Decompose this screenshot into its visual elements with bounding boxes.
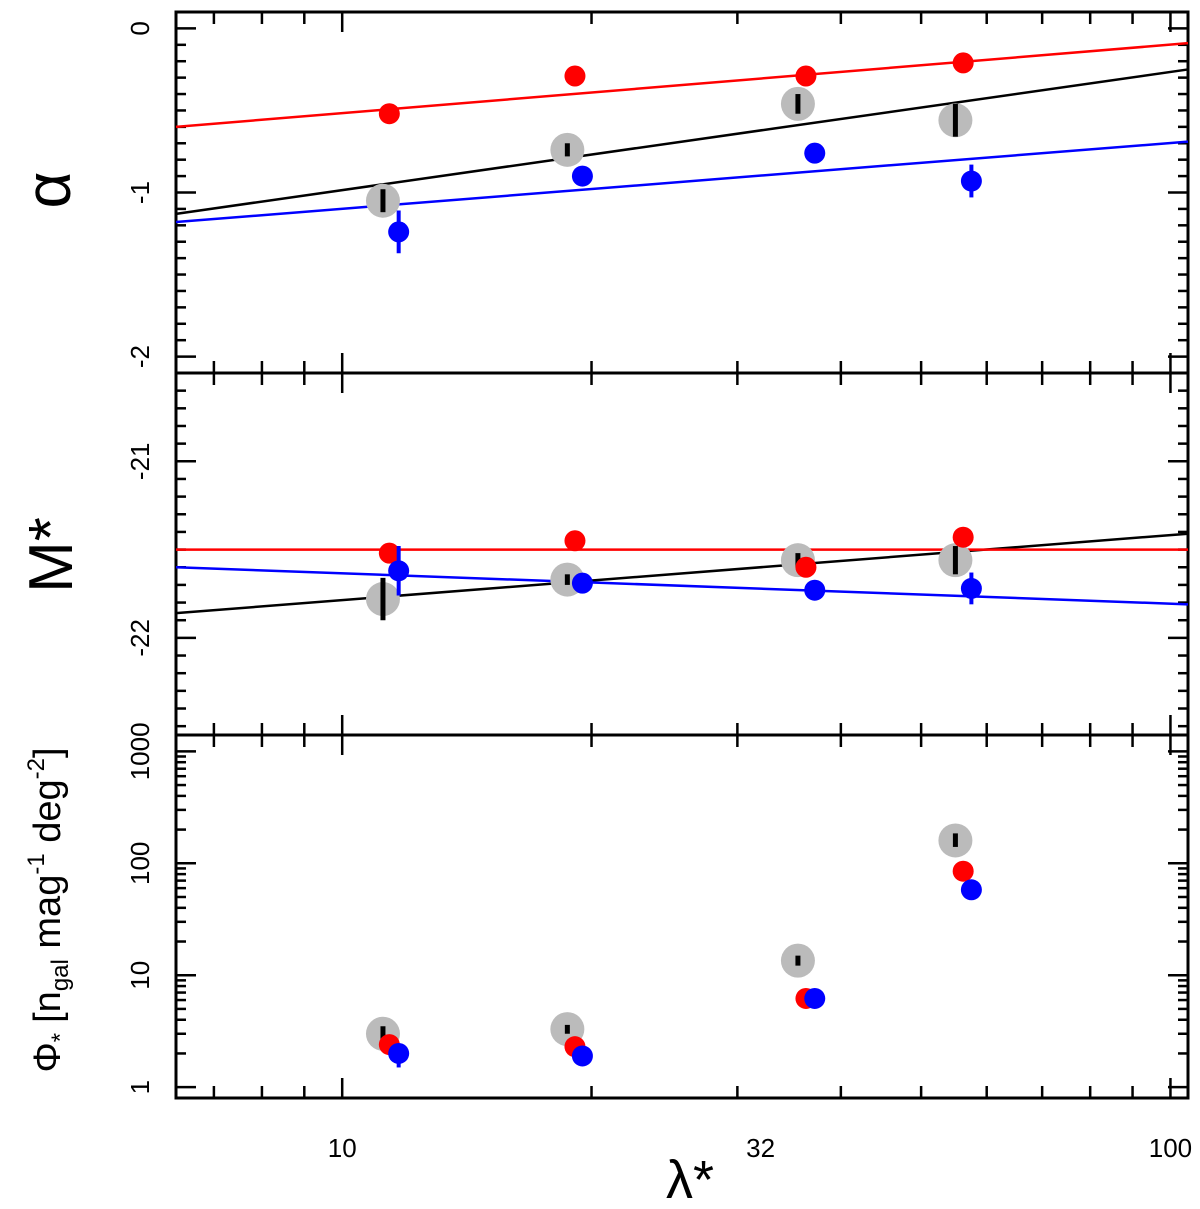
panels-layer: 0 -1 -2 -21 -22 1 10 100 1000 10 32 100 [125,10,1192,1163]
data-point [564,65,586,87]
y-tick-label: -1 [125,181,155,204]
data-point [804,142,826,164]
alpha-axis-label: α [12,172,84,209]
fit-line [175,565,1189,606]
phistar-label-mag: mag [27,875,69,959]
data-point [378,542,400,564]
data-point [952,526,974,548]
x-axis-label: λ* [666,1150,714,1209]
y-tick-label: -2 [125,345,155,368]
phistar-label-gal: gal [47,959,74,991]
phistar-label-open: [n [27,991,69,1023]
y-tick-label: 1 [125,1080,155,1094]
data-point [960,170,982,192]
data-point [804,579,826,601]
phistar-label-symbol: Φ [27,1042,69,1072]
phistar-label-deg-exp: -2 [23,758,50,779]
data-point [571,165,593,187]
y-tick-label: 100 [125,842,155,885]
y-tick-label: -22 [125,619,155,657]
x-tick-label: 32 [746,1133,775,1163]
data-point [795,65,817,87]
data-point [388,1042,410,1064]
mstar-axis-label: M* [17,517,86,593]
y-tick-label: 10 [125,961,155,990]
x-tick-label: 100 [1149,1133,1192,1163]
phistar-label-mag-exp: -1 [23,853,50,874]
panel-mstar: -21 -22 [125,371,1190,737]
phistar-label-close: ] [27,747,69,758]
y-tick-label: 1000 [125,722,155,780]
fit-line [175,140,1189,224]
phistar-label-deg: deg [27,779,69,853]
data-point [960,577,982,599]
phistar-label-sub: * [47,1033,74,1042]
x-tick-label: 10 [328,1133,357,1163]
data-point [571,572,593,594]
phistar-axis-label: Φ* [ngal mag-1 deg-2] [23,747,74,1072]
fit-line [175,532,1189,615]
y-tick-label: 0 [125,21,155,35]
data-point [388,560,410,582]
data-point [952,860,974,882]
data-point [952,52,974,74]
data-point [564,530,586,552]
panel-alpha: 0 -1 -2 [125,10,1190,375]
svg-text:Φ*[ngal mag-1 deg-2]: Φ* [ngal mag-1 deg-2] [23,747,74,1072]
fit-line [175,68,1189,216]
data-point [388,221,410,243]
fit-line [175,41,1189,129]
panel-frame-mstar [174,371,1190,737]
data-point [571,1045,593,1067]
data-point [960,879,982,901]
panel-phistar: 1 10 100 1000 [125,722,1190,1100]
data-point [804,987,826,1009]
data-point [795,556,817,578]
panel-frame-phistar [174,733,1190,1100]
y-tick-label: -21 [125,443,155,481]
data-point [378,103,400,125]
